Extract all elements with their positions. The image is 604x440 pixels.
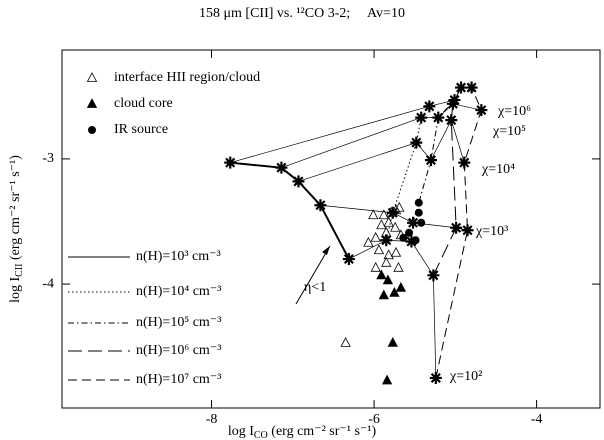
legend-label: n(H)=10⁵ cm⁻³ [136,315,221,330]
obs-point [387,337,398,347]
legend-label: n(H)=10³ cm⁻³ [136,249,221,264]
obs-point [395,281,407,292]
obs-point [399,233,408,242]
y-label-unit: (erg cm⁻² sr⁻¹ s⁻¹) [8,155,23,264]
model-point [458,156,471,169]
y-tick-label: -3 [42,151,54,166]
model-point [446,97,459,110]
arrow-line [295,245,331,305]
model-point [386,206,399,219]
legend-label: IR source [114,122,168,137]
legend-label: n(H)=10⁴ cm⁻³ [136,284,221,299]
model-point [405,235,418,248]
obs-point [378,289,389,300]
model-point [423,100,436,113]
model-point [461,224,474,237]
model-point [292,175,305,188]
legend-marker [86,98,98,108]
x-tick-label: -6 [368,412,380,427]
obs-point [382,274,394,285]
obs-point [381,226,392,237]
model-point [275,161,288,174]
obs-point [393,261,404,272]
obs-point [383,216,394,227]
y-tick-label: -4 [42,276,54,291]
obs-point [381,374,393,385]
model-point [429,371,442,384]
model-point [465,81,478,94]
arrow-head [322,246,330,255]
legend-label: cloud core [114,96,173,111]
obs-point [378,209,389,220]
x-tick-label: -8 [206,412,218,427]
model-point [410,136,423,149]
obs-point [373,244,385,255]
chi-label: χ=10⁵ [492,124,526,139]
chi-line [298,119,465,182]
model-point [342,253,355,266]
model-point [427,269,440,282]
obs-point [370,261,381,272]
obs-point [376,269,387,280]
chi-label: χ=10² [449,369,482,384]
x-label-sub: CO [254,430,268,440]
obs-point [414,208,423,217]
obs-point [414,198,423,207]
obs-point [394,201,405,212]
legend-marker [88,126,96,134]
obs-point [376,219,387,230]
model-point [424,154,437,167]
model-point [224,156,237,169]
model-point [415,111,428,124]
model-point [407,216,420,229]
obs-point [405,228,414,237]
legend-marker [86,72,98,82]
obs-point [385,206,397,217]
model-point [314,199,327,212]
obs-point [340,337,351,347]
obs-point [417,218,426,227]
chart-title: 158 μm [CII] vs. ¹²CO 3-2; Av=10 [199,6,405,21]
y-label-sub: CII [14,263,25,276]
x-tick-label: -4 [531,412,543,427]
model-point [450,221,463,234]
obs-point [390,246,402,257]
obs-point [389,286,400,297]
x-label-unit: (erg cm⁻² sr⁻¹ s⁻¹) [268,424,377,439]
model-point [445,114,458,127]
density-curve [230,161,350,260]
obs-point [383,249,394,260]
obs-point [363,236,374,247]
y-label-text: log I [8,277,23,303]
model-point [432,111,445,124]
chi-line [281,103,482,168]
plot-frame [61,49,601,409]
obs-point [390,221,401,232]
obs-point [390,204,402,215]
y-axis-label: log ICII (erg cm⁻² sr⁻¹ s⁻¹) [8,155,25,303]
density-curve [435,87,482,379]
chi-label: χ=10³ [475,224,508,239]
chi-label: χ=10⁶ [497,104,531,119]
legend-label: n(H)=10⁶ cm⁻³ [136,343,221,358]
legend-label: interface HII region/cloud [114,70,260,85]
obs-point [370,231,381,242]
model-point [475,104,488,117]
x-axis-label: log ICO (erg cm⁻² sr⁻¹ s⁻¹) [228,424,377,440]
chi-label: χ=10⁴ [481,162,515,177]
legend-label: n(H)=10⁷ cm⁻³ [136,372,221,387]
model-point [380,234,393,247]
obs-point [411,236,420,245]
chi-line [348,239,437,378]
x-label-text: log I [228,424,254,439]
annotation: η<1 [304,280,326,295]
model-point [455,81,468,94]
obs-point [368,209,379,220]
obs-point [381,256,392,267]
